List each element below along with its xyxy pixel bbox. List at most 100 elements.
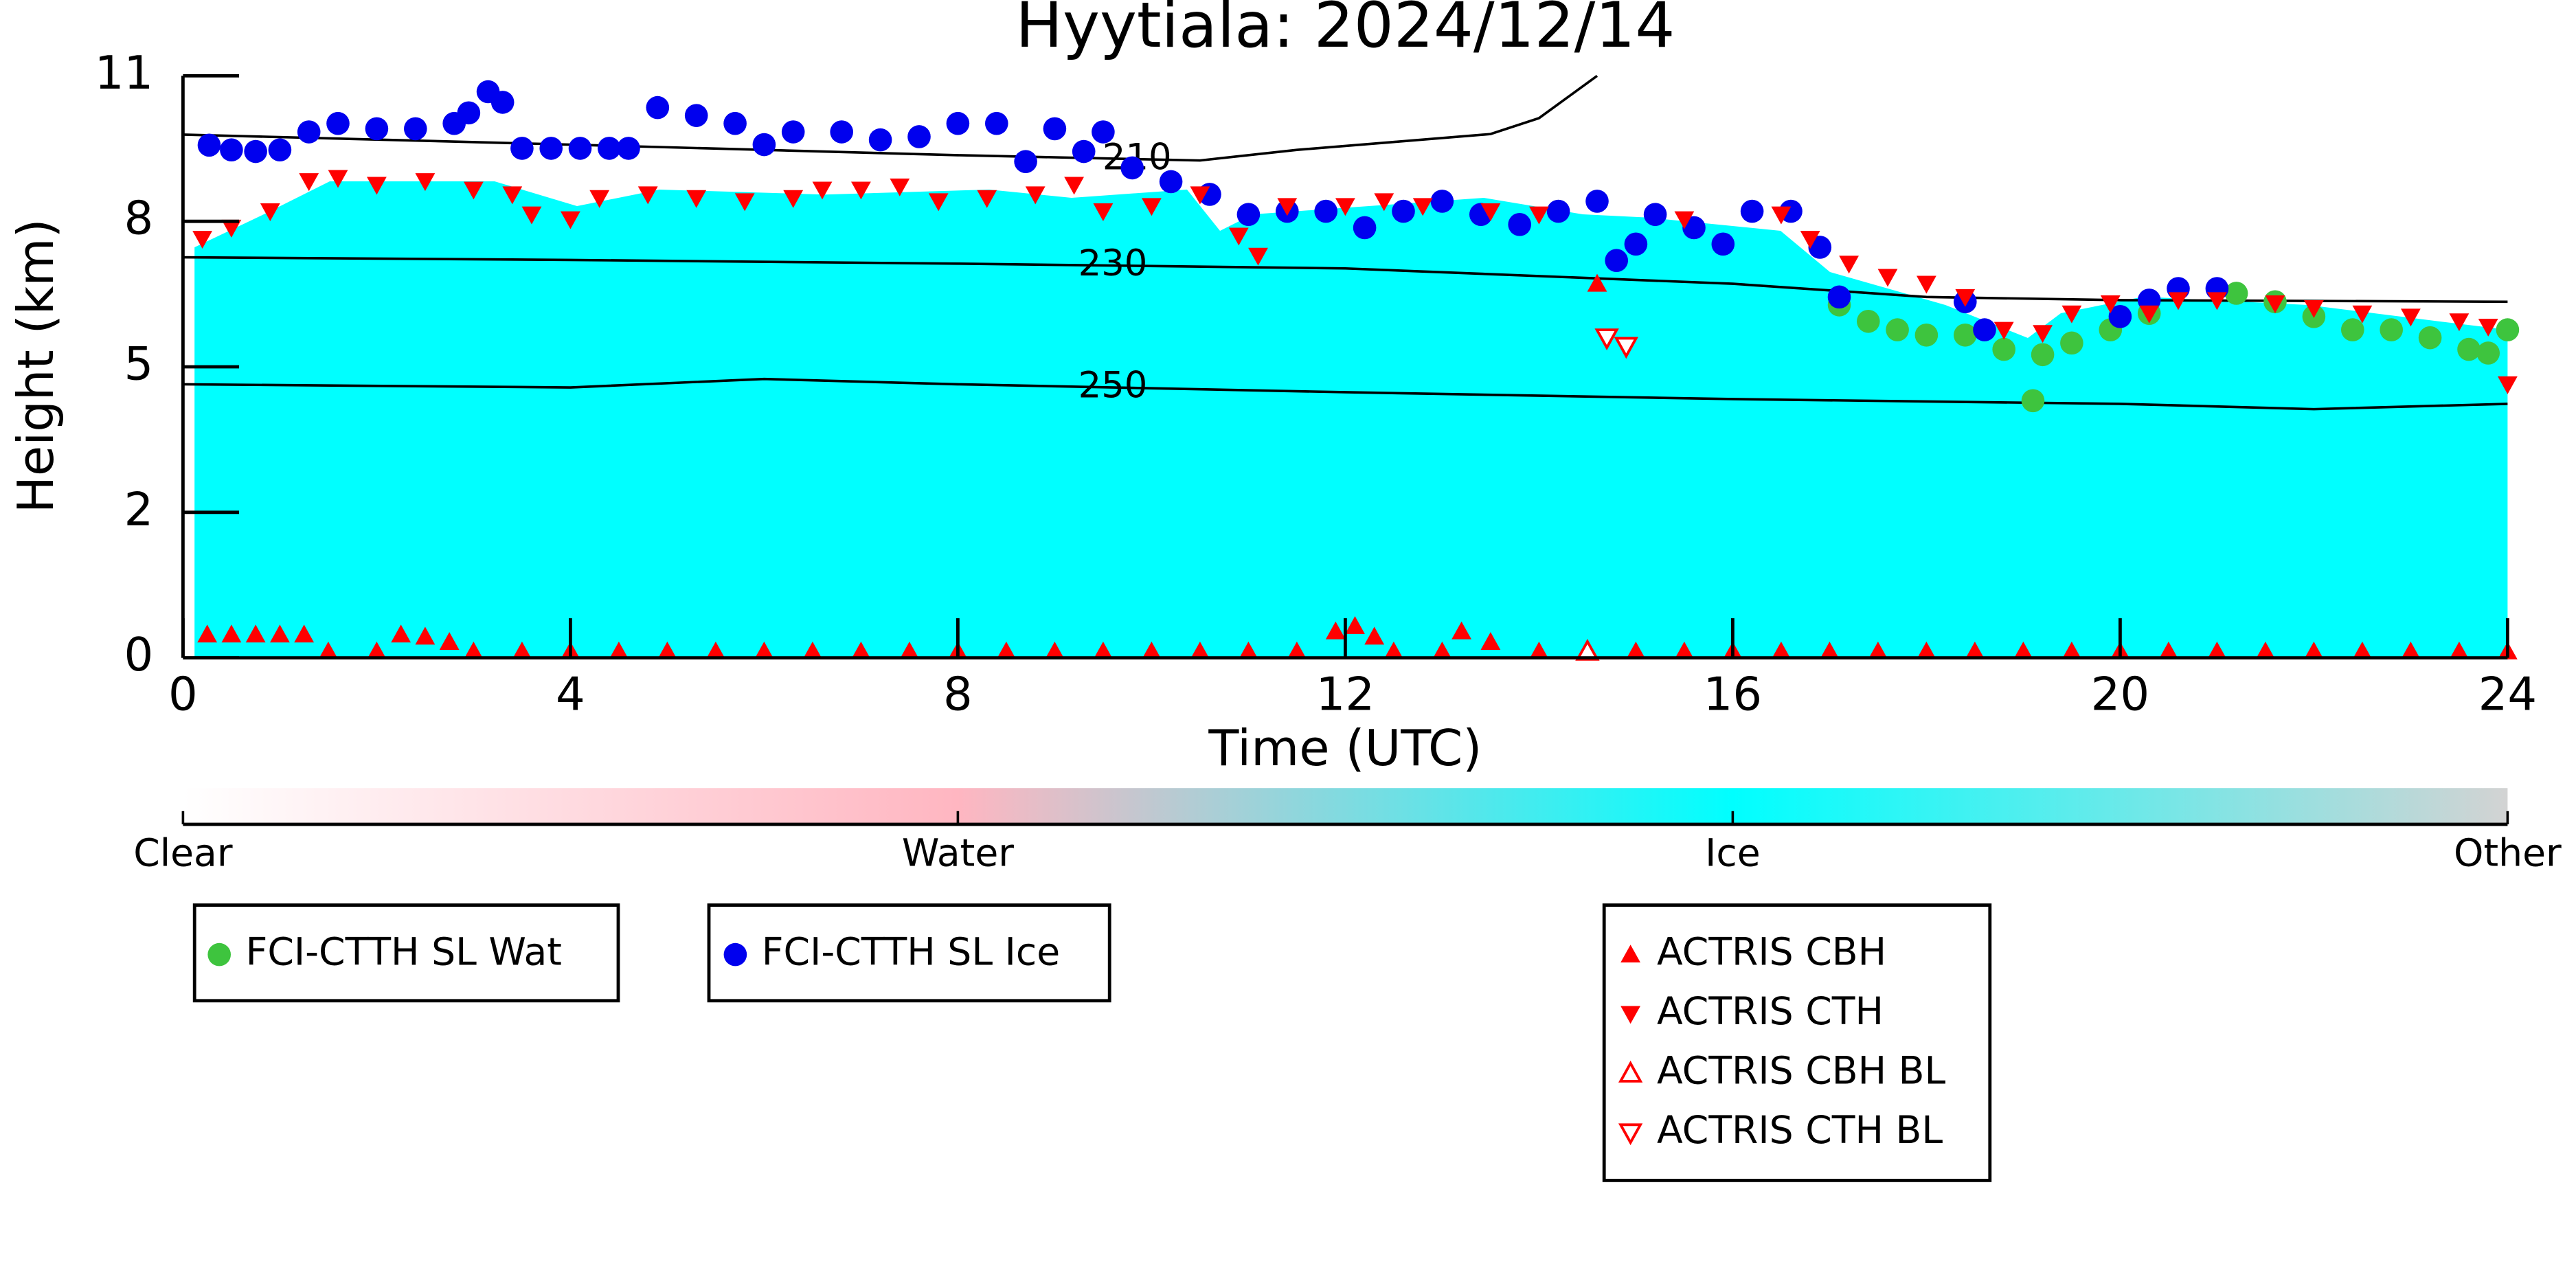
x-tick-label: 4: [556, 668, 585, 721]
point: [2498, 376, 2518, 394]
point: [1190, 641, 1210, 659]
point: [907, 125, 931, 148]
legend-box: [1602, 903, 1992, 1182]
point: [197, 133, 221, 157]
point: [521, 206, 542, 225]
point: [1480, 632, 1501, 651]
point: [268, 138, 292, 162]
point: [1314, 199, 1337, 223]
point: [326, 111, 350, 135]
point: [734, 193, 755, 212]
colorbar-label: Other: [2454, 832, 2562, 876]
point: [1771, 206, 1792, 225]
point: [1072, 139, 1096, 163]
point: [1711, 232, 1735, 256]
point: [1383, 641, 1404, 659]
x-tick-label: 20: [2091, 668, 2150, 721]
x-tick-label: 12: [1316, 668, 1375, 721]
point: [2478, 318, 2498, 337]
legend-label: FCI-CTTH SL Ice: [762, 931, 1060, 975]
point: [1954, 323, 1977, 347]
point: [1248, 247, 1268, 266]
point: [1626, 641, 1646, 659]
point: [2139, 305, 2160, 324]
point: [294, 624, 315, 643]
point: [1093, 641, 1114, 659]
legend-marker: [207, 942, 231, 967]
point: [1886, 318, 1909, 341]
point: [589, 190, 610, 208]
point: [1643, 203, 1667, 226]
point: [1546, 199, 1570, 223]
point: [657, 641, 677, 659]
point: [1045, 641, 1065, 659]
point: [2449, 313, 2470, 332]
contour-line: [183, 377, 2508, 411]
point: [2401, 641, 2421, 659]
contour-line: [183, 256, 2508, 304]
point: [812, 181, 833, 200]
point: [192, 231, 212, 249]
point: [2449, 641, 2470, 659]
point: [244, 139, 267, 163]
point: [245, 624, 266, 643]
point: [2352, 641, 2373, 659]
chart-title: Hyytiala: 2024/12/14: [1015, 0, 1675, 62]
point: [328, 170, 348, 188]
point: [781, 120, 805, 144]
point: [490, 91, 515, 114]
legend-box: [192, 903, 620, 1003]
point: [617, 137, 640, 160]
point: [2207, 292, 2227, 310]
point: [686, 190, 707, 208]
x-tick-label: 0: [168, 668, 198, 721]
point: [539, 137, 563, 160]
legend-marker: [1620, 945, 1640, 963]
point: [754, 641, 774, 659]
colorbar-label: Clear: [133, 832, 233, 876]
point: [2476, 341, 2500, 365]
contour-label: 250: [1078, 365, 1148, 407]
point: [1674, 211, 1695, 229]
point: [637, 186, 658, 205]
point: [2158, 641, 2179, 659]
point: [1480, 203, 1501, 221]
point: [851, 641, 871, 659]
legend-label: ACTRIS CTH BL: [1657, 1109, 1943, 1153]
point: [502, 186, 523, 205]
point: [2496, 318, 2520, 341]
point: [1614, 337, 1638, 359]
point: [985, 111, 1008, 135]
point: [2108, 305, 2132, 328]
legend-marker: [723, 942, 747, 967]
point: [1973, 318, 1996, 341]
point: [1353, 216, 1377, 240]
point: [783, 190, 804, 208]
point: [1043, 117, 1067, 141]
point: [197, 624, 218, 643]
colorbar-label: Water: [902, 832, 1014, 876]
point: [1529, 641, 1549, 659]
x-tick-label: 16: [1704, 668, 1763, 721]
point: [415, 626, 436, 645]
point: [220, 138, 243, 162]
y-tick-label: 8: [124, 192, 153, 245]
point: [1364, 626, 1385, 645]
point: [1857, 309, 1880, 333]
point: [1093, 203, 1114, 221]
point: [1674, 641, 1695, 659]
colorbar-label: Ice: [1705, 832, 1761, 876]
point: [890, 178, 910, 196]
point: [1993, 321, 2014, 340]
point: [2265, 295, 2285, 313]
point: [512, 641, 532, 659]
point: [1092, 120, 1115, 144]
point: [1064, 177, 1084, 195]
point: [1827, 285, 1851, 309]
point: [561, 211, 580, 229]
point: [404, 117, 427, 141]
point: [2341, 318, 2364, 341]
point: [1239, 641, 1258, 659]
point: [1277, 198, 1298, 216]
